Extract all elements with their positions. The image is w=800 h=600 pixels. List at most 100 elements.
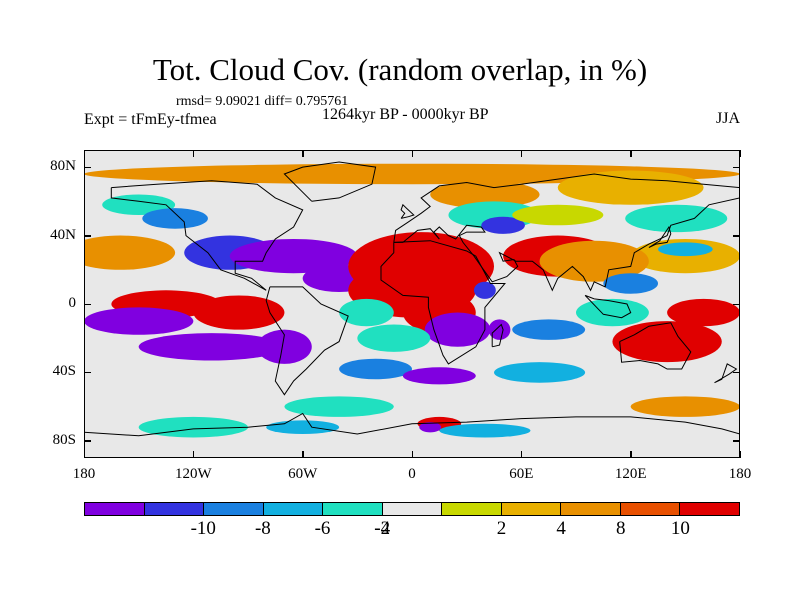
anomaly-region <box>229 238 358 274</box>
lon-tick-label: 180 <box>72 466 96 482</box>
lat-tick-mark <box>733 235 740 237</box>
coastline <box>619 322 692 370</box>
coastline <box>265 286 349 396</box>
lon-tick-label: 120W <box>174 466 212 482</box>
cloud-cover-map <box>84 150 740 458</box>
colorbar-label: 8 <box>615 518 626 539</box>
colorbar-swatch <box>85 503 145 515</box>
lon-tick-mark <box>192 150 195 157</box>
anomaly-region <box>576 298 649 327</box>
lon-tick-mark <box>520 451 523 458</box>
lat-tick-mark <box>733 303 740 305</box>
stats-text: rmsd= 9.09021 diff= 0.795761 <box>176 94 349 109</box>
anomaly-region <box>339 298 394 327</box>
map-field <box>84 150 740 458</box>
anomaly-region <box>138 416 248 438</box>
colorbar-label: -4 <box>374 518 391 539</box>
lon-tick-mark <box>192 451 195 458</box>
coastline <box>400 203 415 219</box>
lon-tick-mark <box>630 150 632 157</box>
anomaly-region <box>138 333 285 361</box>
anomaly-region <box>494 362 586 383</box>
anomaly-region <box>430 180 540 209</box>
lon-tick-mark <box>520 150 523 157</box>
colorbar-swatch <box>323 503 383 515</box>
lon-tick-mark <box>411 150 413 157</box>
colorbar-label: -6 <box>314 518 331 539</box>
colorbar-label: 2 <box>496 518 507 539</box>
colorbar-swatch <box>501 503 562 515</box>
anomaly-region <box>339 358 412 380</box>
lon-tick-mark <box>630 451 632 458</box>
coastline <box>648 225 672 248</box>
colorbar-label: -10 <box>190 518 216 539</box>
colorbar <box>84 502 740 516</box>
plot-title: Tot. Cloud Cov. (random overlap, in %) <box>152 52 648 87</box>
lat-tick-label: 40N <box>50 226 76 243</box>
anomaly-region <box>439 423 531 438</box>
colorbar-swatch <box>620 503 681 515</box>
anomaly-region <box>481 216 525 234</box>
lat-tick-label: 80N <box>50 158 76 175</box>
anomaly-region <box>512 319 586 340</box>
lat-tick-mark <box>84 303 91 305</box>
lat-tick-mark <box>84 235 91 237</box>
coastline <box>283 161 377 202</box>
lon-tick-mark <box>739 150 741 157</box>
anomaly-region <box>630 238 740 274</box>
anomaly-region <box>603 273 659 294</box>
lat-tick-mark <box>84 166 91 169</box>
colorbar-label: -2 <box>374 518 391 539</box>
coastline <box>380 240 506 365</box>
anomaly-region <box>142 208 208 229</box>
lon-tick-label: 60W <box>288 466 318 482</box>
coastline <box>110 180 304 291</box>
coastline <box>393 173 740 243</box>
lon-tick-mark <box>302 451 304 458</box>
anomaly-region <box>419 422 442 433</box>
anomaly-region <box>257 329 312 364</box>
anomaly-region <box>84 307 194 335</box>
lat-tick-mark <box>84 440 91 442</box>
lat-tick-mark <box>84 371 91 374</box>
lon-tick-label: 180 <box>728 466 752 482</box>
coastline <box>714 363 738 384</box>
lon-tick-label: 60E <box>509 466 534 482</box>
colorbar-swatch <box>263 503 324 515</box>
colorbar-swatch <box>680 503 740 515</box>
anomaly-region <box>102 194 176 216</box>
anomaly-region <box>284 396 394 417</box>
lat-tick-mark <box>733 440 740 442</box>
anomaly-region <box>625 204 728 233</box>
lon-tick-label: 120E <box>614 466 647 482</box>
lon-tick-mark <box>83 451 85 458</box>
anomaly-region <box>488 319 511 340</box>
anomaly-region <box>658 242 713 257</box>
colorbar-label: -8 <box>254 518 271 539</box>
coastline <box>84 412 740 437</box>
lat-tick-label: 80S <box>52 431 76 448</box>
colorbar-swatch <box>442 503 502 515</box>
colorbar-swatch <box>204 503 264 515</box>
coastline-layer <box>84 161 740 437</box>
anomaly-region <box>357 324 431 352</box>
anomaly-region <box>473 281 496 299</box>
colorbar-swatch <box>144 503 205 515</box>
coastline <box>393 197 740 292</box>
lon-tick-mark <box>302 150 304 157</box>
lon-tick-mark <box>83 150 85 157</box>
lat-tick-mark <box>733 371 740 374</box>
coastline <box>491 323 504 348</box>
colorbar-label: 10 <box>670 518 690 539</box>
lat-tick-label: 0 <box>68 295 77 311</box>
lat-tick-label: 40S <box>52 363 76 380</box>
anomaly-region <box>557 170 704 205</box>
coastline <box>584 294 632 319</box>
lon-tick-label: 0 <box>408 466 416 482</box>
anomaly-region <box>424 312 491 347</box>
colorbar-label: 4 <box>556 518 566 539</box>
colorbar-swatch <box>561 503 621 515</box>
experiment-label: Expt = tFmEy-tfmea <box>84 111 217 128</box>
anomaly-region <box>193 295 285 330</box>
anomaly-region <box>667 298 740 327</box>
